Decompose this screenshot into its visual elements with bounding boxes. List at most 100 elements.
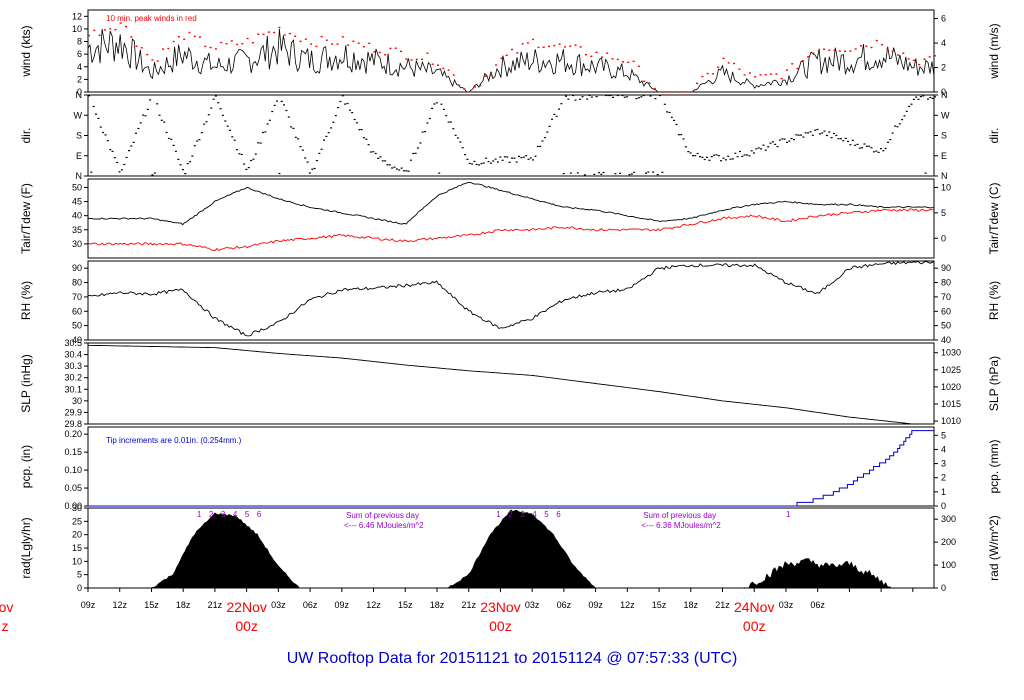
wind-peak-point: [479, 84, 482, 87]
wind-peak-point: [400, 50, 402, 53]
panel-frame-dir: [87, 94, 935, 177]
ytick-left-label: 5: [77, 570, 82, 580]
sun-label: 2: [209, 510, 214, 519]
ytick-right-label: 4: [941, 38, 946, 48]
daily-sum-line1: Sum of previous day: [346, 511, 419, 520]
wind-peak-point: [611, 58, 614, 60]
wind-peak-point: [606, 52, 609, 54]
ytick-left-label: 4: [77, 62, 82, 72]
xtick-label: 21z: [208, 600, 223, 610]
dir-point: [301, 149, 304, 151]
dir-point: [915, 96, 918, 98]
wind-peak-point: [754, 76, 757, 78]
wind-peak-point: [812, 52, 815, 54]
dir-point: [254, 153, 257, 155]
wind-peak-point: [246, 37, 249, 40]
wind-peak-point: [88, 34, 90, 37]
wind-peak-point: [378, 51, 381, 54]
dir-point: [717, 155, 720, 157]
wind-annotation: 10 min. peak winds in red: [106, 14, 197, 23]
dir-point: [877, 151, 880, 153]
dir-point: [807, 132, 810, 134]
dir-point: [431, 107, 434, 109]
y-axis-right-label: SLP (hPa): [987, 356, 1001, 411]
dir-point: [172, 144, 175, 146]
dir-point: [475, 163, 478, 165]
dir-point: [837, 138, 840, 140]
dir-point: [151, 174, 154, 176]
dir-point: [193, 145, 196, 147]
dir-point: [231, 136, 234, 138]
dir-point: [858, 147, 861, 149]
ytick-left-label: E: [76, 151, 82, 161]
dir-point: [710, 156, 713, 158]
dir-point: [783, 138, 786, 140]
dir-point: [191, 155, 194, 157]
dir-point: [842, 140, 845, 142]
wind-peak-point: [315, 45, 318, 48]
dir-point: [828, 131, 831, 133]
dir-point: [861, 147, 864, 149]
dir-point: [294, 136, 297, 138]
dir-point: [421, 131, 424, 133]
dir-point: [501, 159, 504, 161]
dir-point: [814, 129, 817, 131]
wind-peak-point: [415, 58, 418, 61]
dir-point: [764, 149, 767, 151]
dir-point: [203, 123, 206, 125]
xtick-label: 12z: [366, 600, 381, 610]
xtick-label: 12z: [620, 600, 635, 610]
dir-point: [273, 104, 276, 106]
rad-area: [88, 509, 934, 589]
dir-point: [590, 96, 593, 98]
dir-point: [739, 150, 741, 153]
wind-peak-point: [230, 40, 233, 42]
ytick-left-label: 30: [72, 503, 82, 513]
xtick-label: 21z: [461, 600, 476, 610]
wind-peak-point: [468, 91, 471, 93]
dir-point: [896, 126, 899, 128]
dir-point: [318, 152, 321, 154]
dir-point: [485, 157, 488, 159]
wind-peak-point: [495, 64, 498, 66]
dir-point: [602, 171, 605, 174]
xtick-label: 09z: [588, 600, 603, 610]
ytick-right-label: 0: [941, 501, 946, 511]
dir-point: [558, 108, 560, 110]
wind-peak-point: [431, 63, 434, 65]
wind-peak-point: [437, 64, 439, 66]
dir-point: [165, 131, 168, 134]
dir-point: [224, 120, 227, 122]
wind-peak-point: [706, 72, 709, 75]
wind-peak-point: [912, 59, 915, 61]
sun-label: 1: [197, 510, 202, 519]
dir-point: [360, 129, 363, 131]
dir-point: [703, 158, 706, 161]
dir-point: [402, 170, 405, 172]
wind-peak-point: [109, 28, 112, 30]
wind-peak-point: [362, 46, 365, 48]
ytick-left-label: 29.9: [64, 407, 82, 417]
y-axis-right-label: wind (m/s): [987, 23, 1001, 79]
dir-point: [280, 100, 283, 102]
wind-peak-point: [711, 73, 714, 75]
dir-point: [391, 167, 394, 169]
dir-point: [445, 115, 448, 117]
dir-point: [327, 132, 330, 134]
wind-peak-point: [542, 46, 545, 48]
ytick-left-label: 6: [77, 49, 82, 59]
wind-peak-point: [426, 52, 429, 54]
dir-point: [313, 167, 316, 170]
dir-point: [727, 155, 730, 157]
ytick-left-label: 0.00: [64, 501, 82, 511]
dir-point: [170, 138, 173, 140]
dir-point: [238, 153, 241, 155]
dir-point: [640, 96, 643, 98]
dir-point: [847, 140, 849, 142]
wind-peak-point: [209, 46, 212, 49]
wind-peak-point: [283, 34, 286, 36]
wind-peak-point: [114, 29, 117, 31]
wind-peak-point: [648, 82, 651, 84]
xtick-label: 15z: [652, 600, 667, 610]
